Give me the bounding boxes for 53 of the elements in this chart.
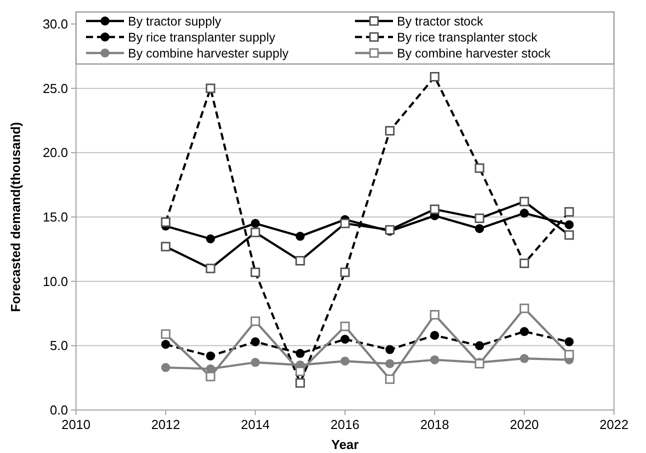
point <box>296 348 305 358</box>
point <box>520 208 529 218</box>
point <box>475 224 484 234</box>
point <box>250 218 260 228</box>
y-axis-title: Forecasted demand(thousand) <box>8 122 23 312</box>
x-tick-label: 2018 <box>420 417 450 432</box>
point <box>206 351 215 360</box>
point <box>564 220 574 230</box>
point <box>475 341 484 350</box>
point <box>340 322 350 332</box>
point <box>160 329 170 339</box>
x-tick-label: 2020 <box>510 417 539 432</box>
x-tick-label: 2012 <box>151 417 180 432</box>
point <box>430 330 440 340</box>
x-tick-label: 2010 <box>62 417 90 432</box>
y-tick-label: 0.0 <box>50 402 68 418</box>
point <box>250 316 260 326</box>
point <box>161 340 170 349</box>
x-tick-label: 2014 <box>240 417 270 432</box>
point <box>206 372 216 382</box>
point <box>206 234 215 244</box>
point <box>564 350 574 360</box>
point <box>161 363 170 372</box>
x-tick-label: 2016 <box>330 417 360 432</box>
y-tick-label: 15.0 <box>42 210 68 224</box>
point <box>340 356 350 366</box>
point <box>385 374 395 384</box>
y-tick-label: 20.0 <box>42 145 68 160</box>
legend-label: By combine harvester stock <box>397 46 552 60</box>
point <box>340 334 350 344</box>
point <box>564 337 574 346</box>
legend-label: By combine harvester supply <box>128 46 290 60</box>
point <box>250 337 260 346</box>
point <box>295 366 305 376</box>
legend-label: By rice transplanter stock <box>397 30 538 44</box>
point <box>520 304 530 314</box>
point <box>520 354 529 364</box>
point <box>385 359 394 368</box>
legend-label: By tractor stock <box>397 14 484 28</box>
y-tick-label: 5.0 <box>50 338 68 354</box>
legend-label: By tractor supply <box>128 14 222 28</box>
point <box>250 358 260 367</box>
y-tick-label: 25.0 <box>42 80 68 96</box>
point <box>520 327 529 336</box>
point <box>296 232 305 241</box>
x-tick-label: 2022 <box>600 417 628 432</box>
x-axis-title: Year <box>331 437 359 452</box>
y-tick-label: 10.0 <box>42 274 68 289</box>
legend-label: By rice transplanter supply <box>128 30 276 44</box>
point <box>430 310 440 320</box>
point <box>385 345 394 354</box>
point <box>430 355 440 364</box>
y-tick-label: 30.0 <box>42 16 68 32</box>
